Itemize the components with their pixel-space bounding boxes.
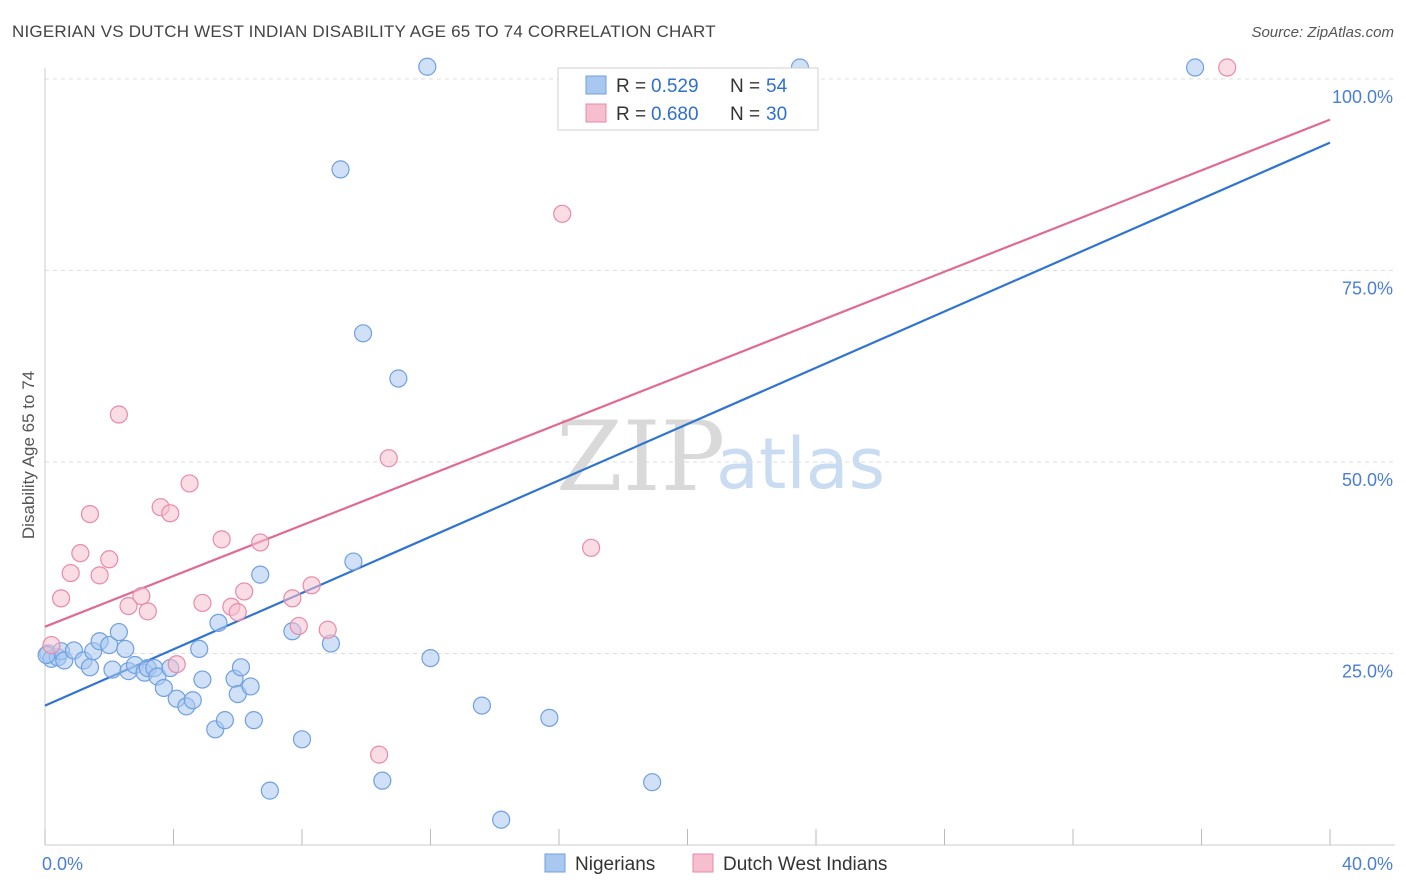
legend-r-label-1: R = bbox=[616, 76, 646, 97]
legend-bottom: Nigerians Dutch West Indians bbox=[544, 853, 887, 875]
dutch-point bbox=[318, 620, 337, 639]
dutch-point bbox=[212, 530, 231, 549]
x-tick-label: 0.0% bbox=[42, 854, 83, 874]
nigerians-point bbox=[183, 691, 202, 710]
dutch-point bbox=[193, 593, 212, 613]
legend-top: R = 0.529 N = 54 R = 0.680 N = 30 bbox=[557, 67, 819, 131]
watermark-atlas: atlas bbox=[716, 423, 885, 505]
nigerians-point bbox=[116, 639, 135, 659]
nigerians-point bbox=[389, 369, 408, 388]
chart-title: NIGERIAN VS DUTCH WEST INDIAN DISABILITY… bbox=[12, 22, 716, 41]
legend-n-value-2: 30 bbox=[766, 104, 787, 125]
dutch-point bbox=[582, 538, 601, 557]
axes: 25.0% 50.0% 75.0% 100.0% 0.0% 40.0% bbox=[42, 68, 1395, 874]
data-points bbox=[37, 57, 1237, 829]
legend-r-value-1: 0.529 bbox=[651, 76, 699, 97]
legend-swatch-nigerians bbox=[585, 75, 607, 95]
dutch-point bbox=[283, 589, 302, 608]
dutch-trend-line bbox=[44, 118, 1331, 628]
legend-swatch-dutch bbox=[585, 103, 607, 123]
nigerians-point bbox=[109, 622, 128, 642]
bottom-legend-swatch-nigerians bbox=[544, 853, 566, 873]
dutch-point bbox=[71, 544, 90, 563]
dutch-point bbox=[61, 563, 80, 583]
dutch-point bbox=[251, 533, 270, 552]
nigerians-point bbox=[251, 565, 270, 584]
nigerians-point bbox=[331, 160, 350, 179]
dutch-point bbox=[1218, 58, 1237, 77]
grid-lines bbox=[45, 78, 1395, 654]
y-axis-label: Disability Age 65 to 74 bbox=[19, 371, 38, 539]
dutch-point bbox=[42, 635, 61, 655]
dutch-point bbox=[553, 204, 572, 223]
dutch-point bbox=[161, 504, 180, 523]
nigerians-point bbox=[373, 771, 392, 790]
source-credit: Source: ZipAtlas.com bbox=[1251, 24, 1394, 41]
nigerians-point bbox=[215, 711, 234, 730]
nigerians-point bbox=[418, 57, 437, 76]
bottom-legend-swatch-dutch bbox=[692, 853, 714, 873]
dutch-point bbox=[51, 589, 71, 608]
nigerians-point bbox=[472, 696, 491, 715]
legend-n-label-2: N = bbox=[730, 104, 760, 125]
nigerians-point bbox=[344, 552, 363, 571]
y-tick-label: 100.0% bbox=[1332, 87, 1393, 107]
x-tick-label: 40.0% bbox=[1342, 854, 1393, 874]
legend-n-value-1: 54 bbox=[766, 76, 788, 97]
dutch-point bbox=[109, 405, 128, 424]
dutch-point bbox=[138, 602, 157, 621]
nigerians-point bbox=[492, 810, 511, 829]
dutch-point bbox=[235, 582, 254, 601]
dutch-point bbox=[119, 596, 138, 616]
nigerians-point bbox=[292, 730, 312, 749]
dutch-point bbox=[289, 616, 308, 636]
nigerians-point bbox=[540, 708, 559, 727]
nigerians-point bbox=[244, 711, 263, 730]
nigerians-point bbox=[260, 781, 279, 800]
dutch-point bbox=[379, 449, 398, 468]
nigerians-point bbox=[193, 670, 212, 689]
nigerians-point bbox=[231, 658, 251, 677]
bottom-legend-dutch: Dutch West Indians bbox=[723, 854, 887, 875]
nigerians-point bbox=[209, 613, 228, 632]
nigerians-point bbox=[103, 660, 122, 679]
nigerians-point bbox=[643, 773, 662, 792]
dutch-point bbox=[167, 655, 186, 674]
dutch-point bbox=[180, 474, 199, 493]
dutch-point bbox=[228, 603, 247, 622]
nigerians-point bbox=[190, 639, 209, 659]
dutch-point bbox=[100, 550, 119, 569]
bottom-legend-nigerians: Nigerians bbox=[575, 854, 655, 875]
y-tick-label: 50.0% bbox=[1342, 470, 1393, 490]
y-tick-label: 25.0% bbox=[1342, 662, 1393, 682]
nigerians-point bbox=[154, 678, 173, 698]
dutch-point bbox=[90, 566, 109, 585]
nigerians-point bbox=[353, 324, 373, 343]
dutch-point bbox=[302, 576, 321, 595]
dutch-point bbox=[80, 504, 100, 524]
nigerians-trend-line bbox=[44, 141, 1331, 707]
legend-r-value-2: 0.680 bbox=[651, 104, 699, 125]
legend-n-label-1: N = bbox=[730, 76, 760, 97]
dutch-point bbox=[370, 745, 389, 764]
dutch-point bbox=[132, 586, 151, 606]
nigerians-point bbox=[241, 677, 260, 696]
legend-r-label-2: R = bbox=[616, 104, 646, 125]
nigerians-point bbox=[80, 658, 100, 677]
nigerians-point bbox=[421, 648, 440, 668]
nigerians-point bbox=[1185, 58, 1205, 77]
y-tick-label: 75.0% bbox=[1342, 279, 1393, 299]
